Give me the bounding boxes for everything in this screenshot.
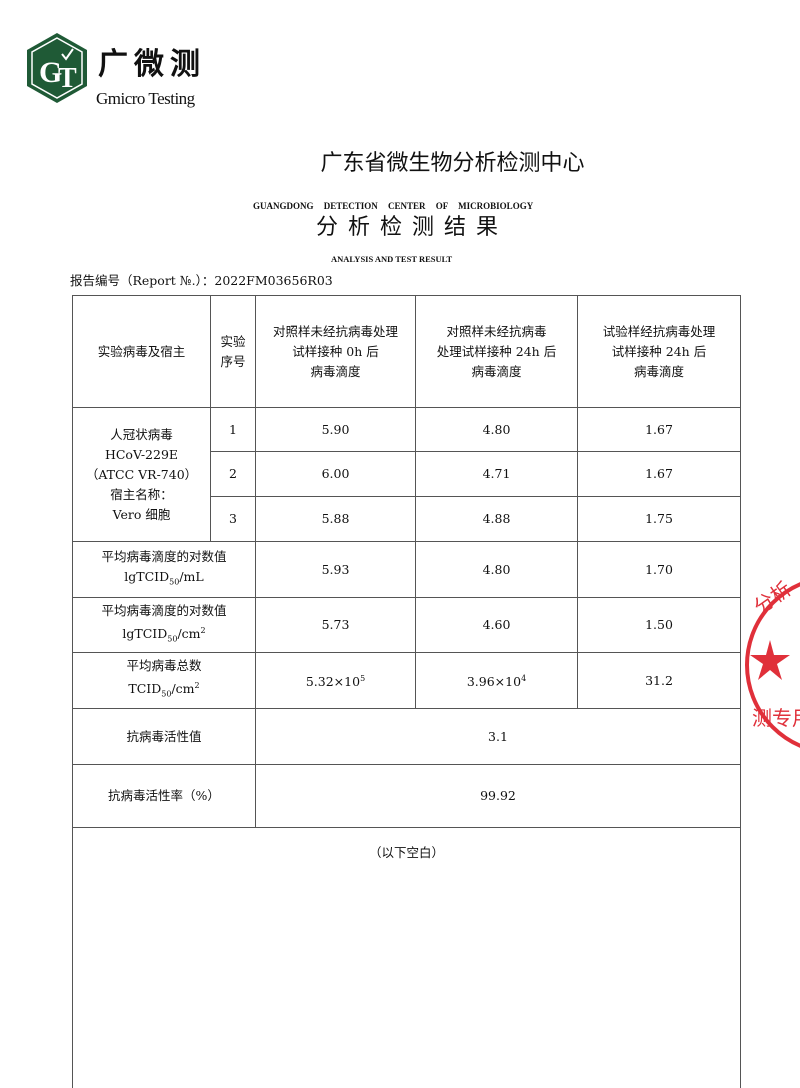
report-number: 报告编号（Report №.）：2022FM03656R03 — [70, 273, 333, 288]
value-cell: 5.90 — [255, 407, 416, 452]
value-cell: 1.50 — [577, 597, 741, 653]
blank-note: （以下空白） — [72, 827, 741, 1088]
table-row: 2 6.00 4.71 1.67 — [73, 451, 741, 497]
svg-text:G: G — [39, 56, 62, 89]
subtitle-en2: ANALYSIS AND TEST RESULT — [331, 254, 453, 264]
avg-log-ml-row: 平均病毒滴度的对数值 lgTCID50/mL 5.93 4.80 1.70 — [72, 541, 741, 598]
brand-name-en: Gmicro Testing — [96, 89, 195, 108]
svg-text:分析: 分析 — [749, 576, 796, 619]
value-cell: 4.80 — [415, 541, 578, 598]
seq-cell: 3 — [210, 496, 256, 542]
red-seal-stamp: 分析 测专用 — [745, 576, 800, 748]
header-seq: 实验序号 — [210, 295, 256, 408]
subtitle-en: GUANGDONG DETECTION CENTER OF MICROBIOLO… — [253, 201, 534, 211]
blank-row: （以下空白） — [72, 827, 741, 1088]
value-cell: 4.71 — [415, 451, 578, 497]
row-label: 抗病毒活性值 — [72, 708, 256, 765]
value-cell: 1.70 — [577, 541, 741, 598]
value-cell: 31.2 — [577, 652, 741, 709]
row-label: 平均病毒滴度的对数值 lgTCID50/mL — [72, 541, 256, 598]
value-cell: 1.75 — [577, 496, 741, 542]
virus-host-cell: 人冠状病毒 HCoV-229E （ATCC VR-740） 宿主名称： Vero 细胞 — [72, 407, 211, 542]
value-cell: 4.60 — [415, 597, 578, 653]
value-cell: 5.73 — [255, 597, 416, 653]
header-row: 实验病毒及宿主 实验序号 对照样未经抗病毒处理 试样接种 0h 后病毒滴度 对照样… — [72, 295, 741, 408]
activity-rate-row: 抗病毒活性率（%） 99.92 — [72, 764, 741, 828]
activity-value-row: 抗病毒活性值 3.1 — [72, 708, 741, 765]
row-label: 平均病毒滴度的对数值 lgTCID50/cm2 — [72, 597, 256, 653]
header-control-24h: 对照样未经抗病毒 处理试样接种 24h 后病毒滴度 — [415, 295, 578, 408]
gt-logo: G T — [27, 33, 87, 103]
table-row: 3 5.88 4.88 1.75 — [73, 496, 741, 542]
value-cell: 6.00 — [255, 451, 416, 497]
brand-name-cn: 广微测 — [98, 47, 206, 82]
svg-text:测专用: 测专用 — [752, 706, 800, 730]
svg-text:T: T — [58, 63, 77, 94]
avg-total-row: 平均病毒总数 TCID50/cm2 5.32×105 3.96×104 31.2 — [72, 652, 741, 709]
value-cell: 99.92 — [255, 764, 741, 828]
row-label: 平均病毒总数 TCID50/cm2 — [72, 652, 256, 709]
header-test-24h: 试验样经抗病毒处理 试样接种 24h 后病毒滴度 — [577, 295, 741, 408]
value-cell: 5.88 — [255, 496, 416, 542]
table-row: 人冠状病毒 HCoV-229E （ATCC VR-740） 宿主名称： Vero 细胞 … — [72, 407, 741, 542]
row-label: 抗病毒活性率（%） — [72, 764, 256, 828]
document-title: 广东省微生物分析检测中心 — [320, 151, 585, 176]
value-cell: 4.88 — [415, 496, 578, 542]
seq-cell: 2 — [210, 451, 256, 497]
avg-log-cm2-row: 平均病毒滴度的对数值 lgTCID50/cm2 5.73 4.60 1.50 — [72, 597, 741, 653]
value-cell: 5.32×105 — [255, 652, 416, 709]
value-cell: 3.96×104 — [415, 652, 578, 709]
value-cell: 1.67 — [577, 451, 741, 497]
value-cell: 4.80 — [415, 407, 578, 452]
value-cell: 1.67 — [577, 407, 741, 452]
value-cell: 3.1 — [255, 708, 741, 765]
seq-cell: 1 — [210, 407, 256, 452]
header-control-0h: 对照样未经抗病毒处理 试样接种 0h 后病毒滴度 — [255, 295, 416, 408]
value-cell: 5.93 — [255, 541, 416, 598]
results-table: 实验病毒及宿主 实验序号 对照样未经抗病毒处理 试样接种 0h 后病毒滴度 对照样… — [72, 295, 741, 1088]
header-virus-host: 实验病毒及宿主 — [72, 295, 211, 408]
subtitle-cn: 分析检测结果 — [316, 215, 509, 240]
